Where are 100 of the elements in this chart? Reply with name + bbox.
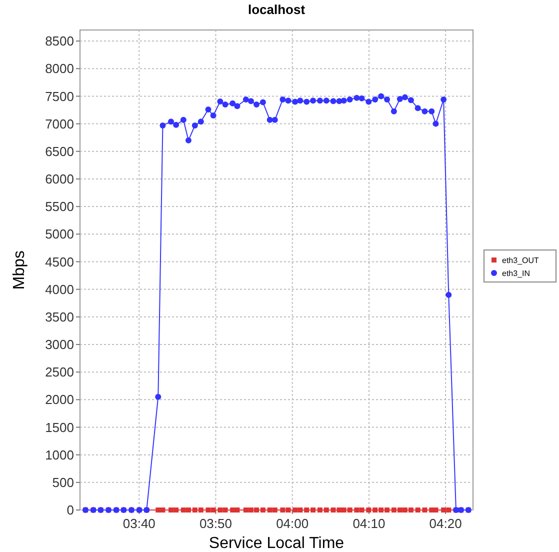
- point: [354, 508, 360, 512]
- point: [366, 98, 372, 105]
- point: [160, 122, 166, 128]
- point: [414, 105, 421, 112]
- y-tick-label: 7500: [45, 88, 74, 104]
- x-axis-title: Service Local Time: [208, 535, 344, 552]
- point: [254, 101, 260, 108]
- point: [292, 508, 298, 512]
- point: [230, 100, 236, 106]
- point: [206, 508, 211, 512]
- point: [168, 118, 174, 125]
- point: [408, 97, 414, 104]
- point: [336, 508, 342, 512]
- point: [402, 94, 408, 100]
- point: [186, 508, 191, 512]
- legend-label: eth3_IN: [502, 268, 530, 278]
- point: [340, 98, 347, 104]
- point: [155, 394, 162, 400]
- point: [384, 96, 390, 103]
- point: [390, 108, 397, 114]
- point: [346, 96, 353, 103]
- point: [210, 508, 216, 512]
- point: [243, 508, 248, 512]
- point: [205, 106, 212, 112]
- point: [396, 96, 403, 102]
- y-tick-label: 0: [66, 502, 74, 518]
- point: [248, 98, 254, 104]
- point: [304, 508, 310, 512]
- y-tick-label: 8000: [45, 61, 74, 76]
- point: [415, 508, 420, 512]
- point: [372, 508, 378, 512]
- point: [402, 508, 408, 512]
- point: [254, 508, 260, 512]
- point: [260, 508, 266, 512]
- x-tick-label: 04:10: [352, 516, 386, 531]
- point: [391, 508, 396, 512]
- x-tick-label: 04:00: [276, 516, 309, 531]
- point: [242, 96, 249, 103]
- point: [173, 122, 180, 128]
- point: [180, 116, 186, 123]
- point: [198, 508, 204, 512]
- point: [192, 122, 198, 128]
- point: [298, 508, 303, 512]
- point: [180, 508, 186, 512]
- point: [378, 93, 384, 100]
- point: [174, 508, 179, 512]
- point: [378, 508, 384, 512]
- point: [446, 508, 452, 512]
- point: [272, 116, 278, 123]
- point: [210, 112, 216, 119]
- y-tick-label: 500: [52, 474, 74, 490]
- y-tick-label: 6000: [45, 172, 74, 187]
- y-tick-label: 3500: [45, 309, 74, 324]
- point: [384, 508, 390, 512]
- point: [330, 98, 336, 104]
- x-tick-label: 04:20: [429, 516, 462, 531]
- x-tick-label: 03:40: [122, 516, 156, 531]
- y-tick-label: 5000: [45, 226, 74, 242]
- point: [428, 108, 435, 114]
- point: [440, 96, 447, 103]
- point: [156, 508, 161, 512]
- point: [441, 508, 446, 512]
- point: [408, 508, 414, 512]
- point: [324, 508, 329, 512]
- y-tick-label: 3000: [45, 337, 74, 352]
- point: [297, 98, 304, 104]
- point: [218, 508, 223, 512]
- point: [222, 508, 228, 512]
- y-tick-label: 6500: [45, 144, 74, 159]
- chart-title: localhost: [248, 2, 306, 17]
- y-tick-label: 4000: [45, 282, 74, 297]
- point: [347, 508, 352, 512]
- point: [341, 508, 346, 512]
- y-tick-label: 1500: [45, 420, 74, 435]
- point: [292, 98, 298, 105]
- point: [446, 292, 452, 298]
- point: [354, 94, 360, 101]
- point: [310, 98, 316, 104]
- point: [168, 508, 174, 512]
- point: [230, 508, 236, 512]
- point: [222, 101, 228, 108]
- point: [372, 96, 378, 103]
- point: [397, 508, 402, 512]
- point: [358, 95, 365, 102]
- point: [234, 103, 240, 110]
- point: [316, 98, 323, 104]
- point: [267, 508, 272, 512]
- y-tick-label: 2000: [45, 392, 74, 408]
- point: [285, 98, 292, 104]
- point: [323, 98, 330, 104]
- point: [280, 508, 286, 512]
- y-tick-label: 1000: [45, 447, 74, 462]
- y-tick-label: 2500: [45, 364, 74, 380]
- point: [422, 508, 428, 512]
- legend-label: eth3_OUT: [502, 256, 540, 265]
- point: [192, 508, 198, 512]
- x-tick-label: 03:50: [199, 516, 232, 531]
- point: [234, 508, 240, 512]
- point: [217, 98, 224, 104]
- point: [286, 508, 291, 512]
